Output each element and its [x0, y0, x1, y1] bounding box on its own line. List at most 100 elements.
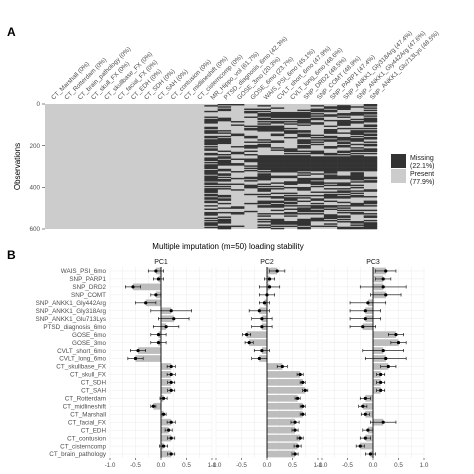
missing-cell: [217, 173, 232, 175]
missing-cell: [310, 156, 325, 158]
missing-cell: [310, 205, 325, 207]
missing-cell: [284, 201, 298, 204]
loading-bar: [267, 402, 303, 410]
missing-cell: [337, 227, 351, 230]
missing-cell: [337, 116, 351, 118]
missing-cell: [270, 201, 285, 204]
loading-point: [154, 269, 158, 273]
missing-cell: [284, 222, 298, 224]
missing-cell: [363, 165, 378, 167]
missing-cell: [257, 196, 271, 198]
missing-cell: [350, 167, 364, 170]
missing-cell: [270, 155, 285, 157]
loading-point: [257, 309, 261, 313]
missing-cell: [230, 213, 245, 215]
loading-point: [293, 452, 297, 456]
missing-cell: [244, 116, 258, 118]
loading-point: [156, 341, 161, 345]
missing-cell: [297, 133, 311, 135]
missing-cell: [270, 122, 285, 124]
missing-cell: [270, 127, 285, 130]
missing-cell: [363, 216, 378, 218]
missing-cell: [350, 186, 364, 189]
missing-cell: [230, 164, 245, 166]
loading-variable-label: CT_contusion: [67, 435, 106, 442]
missing-cell: [230, 124, 245, 126]
missing-cell: [284, 121, 298, 123]
loading-variable-label: SNP_ANKK1_Gly318Arg: [36, 308, 107, 315]
missing-cell: [297, 156, 311, 158]
loading-point: [245, 333, 249, 337]
missing-cell: [217, 183, 232, 185]
missing-cell: [270, 121, 285, 123]
missing-cell: [363, 157, 378, 159]
missing-cell: [244, 177, 258, 180]
missing-cell: [270, 141, 285, 143]
missing-cell: [310, 217, 325, 220]
missing-cell: [363, 136, 378, 139]
missing-cell: [270, 167, 285, 170]
missing-cell: [204, 166, 218, 168]
missing-cell: [204, 200, 218, 203]
missing-cell: [337, 106, 351, 108]
x-tick-label: 0.5: [182, 462, 191, 469]
missing-cell: [363, 127, 378, 130]
loading-point: [363, 309, 367, 313]
missing-cell: [244, 193, 258, 196]
missing-cell: [323, 146, 338, 148]
missing-cell: [323, 115, 338, 117]
missing-cell: [297, 227, 311, 230]
missing-cell: [230, 183, 245, 185]
missing-cell: [337, 157, 351, 159]
missing-cell: [337, 136, 351, 139]
missing-cell: [270, 196, 285, 198]
loading-variable-label: CT_midlineshift: [63, 403, 107, 410]
missing-cell: [217, 168, 232, 171]
missing-cell: [363, 215, 378, 217]
missing-cell: [270, 175, 285, 178]
missing-cell: [350, 221, 364, 223]
missing-cell: [297, 223, 311, 225]
loading-point: [358, 444, 362, 448]
missing-cell: [337, 167, 351, 170]
missing-cell: [350, 163, 364, 165]
missing-cell: [230, 151, 245, 154]
missing-cell: [363, 131, 378, 133]
x-tick-label: 0.5: [394, 462, 403, 469]
missing-cell: [323, 119, 338, 122]
missing-cell: [363, 180, 378, 182]
panel-b-label: B: [7, 248, 16, 262]
missing-cell: [204, 198, 218, 200]
missing-cell: [204, 197, 218, 199]
missing-cell: [217, 104, 232, 106]
missing-cell: [350, 133, 364, 135]
missing-cell: [323, 184, 338, 187]
missing-cell: [257, 168, 271, 171]
missing-cell: [230, 225, 245, 228]
missing-cell: [350, 147, 364, 149]
missing-cell: [270, 209, 285, 212]
legend-missing-label: Missing: [410, 155, 434, 162]
missing-cell: [310, 177, 325, 180]
missing-cell: [323, 196, 338, 198]
missing-cell: [204, 177, 218, 180]
missing-cell: [323, 191, 338, 193]
missing-cell: [270, 171, 285, 173]
missing-cell: [310, 218, 325, 221]
missing-cell: [257, 139, 271, 141]
missing-cell: [217, 156, 232, 158]
missing-cell: [217, 198, 232, 200]
missing-cell: [297, 169, 311, 172]
missing-cell: [310, 198, 325, 200]
missing-cell: [310, 117, 325, 120]
missing-cell: [257, 176, 271, 179]
missing-cell: [217, 179, 232, 181]
missing-cell: [270, 156, 285, 158]
missing-cell: [363, 160, 378, 163]
missing-cell: [337, 132, 351, 134]
missing-cell: [284, 114, 298, 116]
missing-cell: [217, 163, 232, 165]
missing-cell: [204, 165, 218, 167]
missing-cell: [204, 121, 218, 123]
missing-cell: [363, 113, 378, 115]
